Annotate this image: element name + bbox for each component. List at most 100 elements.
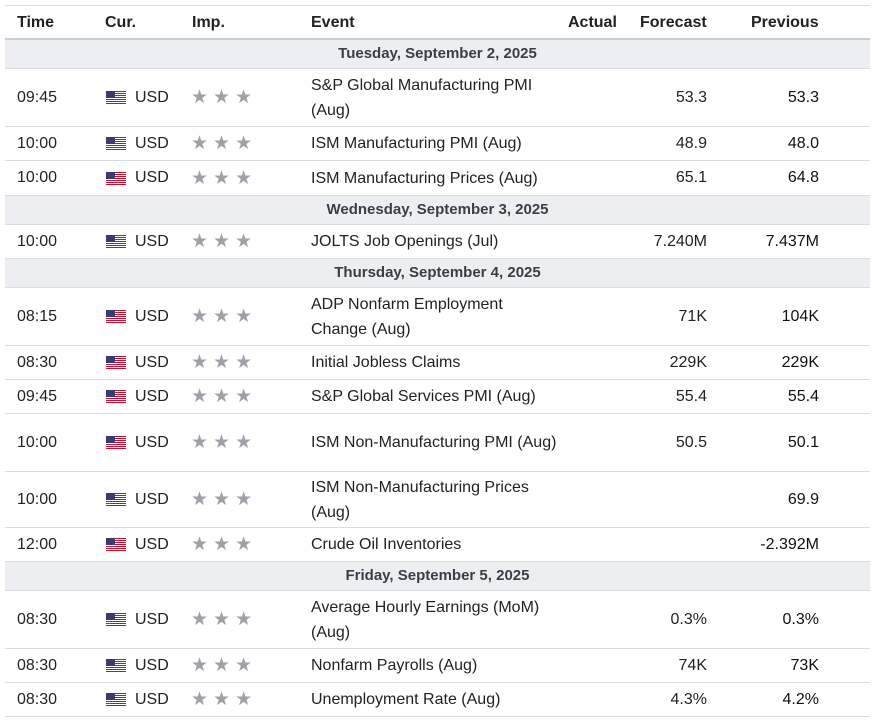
table-row[interactable]: 08:30 USD ★ ★ ★ Initial Jobless Claims 229K 229… (5, 346, 870, 380)
header-importance[interactable]: Imp. (192, 14, 225, 31)
event-name[interactable]: Nonfarm Payrolls (Aug) (311, 657, 478, 674)
event-forecast: 4.3% (670, 690, 707, 708)
star-icon: ★ (213, 352, 231, 373)
event-time: 08:30 (17, 656, 58, 674)
event-name[interactable]: S&P Global Services PMI (Aug) (311, 388, 536, 405)
event-forecast: 74K (678, 656, 707, 674)
table-row[interactable]: 09:45 USD ★ ★ ★ S&P Global Manufacturing PMI … (5, 69, 870, 127)
header-previous[interactable]: Previous (751, 14, 819, 31)
star-icon: ★ (235, 534, 253, 555)
event-previous: 0.3% (782, 610, 819, 628)
star-icon: ★ (235, 386, 253, 407)
importance-stars: ★ ★ ★ (191, 161, 252, 195)
table-header: Time Cur. Imp. Event Actual Forecast Pre… (5, 5, 870, 40)
event-previous: 48.0 (787, 134, 819, 152)
star-icon: ★ (213, 133, 231, 154)
event-name[interactable]: ISM Manufacturing PMI (Aug) (311, 135, 522, 152)
event-currency: USD (135, 656, 169, 674)
event-currency: USD (135, 690, 169, 708)
event-previous: 69.9 (787, 490, 819, 508)
header-time[interactable]: Time (17, 14, 55, 31)
event-currency: USD (135, 433, 169, 451)
star-icon: ★ (213, 87, 231, 108)
star-icon: ★ (213, 609, 231, 630)
event-name[interactable]: JOLTS Job Openings (Jul) (311, 233, 499, 250)
us-flag-icon (106, 127, 126, 160)
event-previous: -2.392M (760, 535, 819, 553)
star-icon: ★ (213, 231, 231, 252)
importance-stars: ★ ★ ★ (191, 288, 252, 345)
day-header: Wednesday, September 3, 2025 (5, 196, 870, 225)
table-row[interactable]: 10:00 USD ★ ★ ★ ISM Manufacturing Prices (Aug… (5, 161, 870, 196)
table-row[interactable]: 10:00 USD ★ ★ ★ JOLTS Job Openings (Jul) 7.240… (5, 225, 870, 259)
us-flag-icon (106, 414, 126, 471)
event-currency: USD (135, 134, 169, 152)
event-name[interactable]: S&P Global Manufacturing PMI (Aug) (311, 76, 533, 119)
event-name[interactable]: ISM Non-Manufacturing Prices (Aug) (311, 478, 529, 521)
us-flag-icon (106, 69, 126, 126)
star-icon: ★ (213, 306, 231, 327)
event-previous: 7.437M (765, 232, 819, 250)
event-name[interactable]: ISM Non-Manufacturing PMI (Aug) (311, 434, 557, 451)
table-row[interactable]: 10:00 USD ★ ★ ★ ISM Non-Manufacturing PMI (Au… (5, 414, 870, 472)
table-row[interactable]: 12:00 USD ★ ★ ★ Crude Oil Inventories -2.392M (5, 528, 870, 562)
event-name[interactable]: ADP Nonfarm Employment Change (Aug) (311, 295, 503, 338)
header-currency[interactable]: Cur. (105, 14, 137, 31)
event-time: 10:00 (17, 169, 58, 186)
us-flag-icon (106, 649, 126, 682)
event-name[interactable]: Initial Jobless Claims (311, 354, 461, 371)
star-icon: ★ (191, 655, 209, 676)
event-forecast: 0.3% (670, 610, 707, 628)
importance-stars: ★ ★ ★ (191, 127, 252, 160)
importance-stars: ★ ★ ★ (191, 225, 252, 258)
event-forecast: 65.1 (675, 169, 707, 186)
star-icon: ★ (235, 306, 253, 327)
event-forecast: 229K (669, 353, 707, 371)
event-name[interactable]: Unemployment Rate (Aug) (311, 691, 501, 708)
star-icon: ★ (191, 231, 209, 252)
us-flag-icon (106, 346, 126, 379)
star-icon: ★ (191, 133, 209, 154)
importance-stars: ★ ★ ★ (191, 346, 252, 379)
importance-stars: ★ ★ ★ (191, 380, 252, 413)
event-forecast: 55.4 (675, 387, 707, 405)
event-currency: USD (135, 88, 169, 106)
star-icon: ★ (235, 352, 253, 373)
day-header: Tuesday, September 2, 2025 (5, 40, 870, 69)
event-name[interactable]: Average Hourly Earnings (MoM) (Aug) (311, 598, 540, 641)
star-icon: ★ (235, 609, 253, 630)
event-name[interactable]: ISM Manufacturing Prices (Aug) (311, 169, 538, 187)
importance-stars: ★ ★ ★ (191, 528, 252, 561)
star-icon: ★ (235, 655, 253, 676)
event-previous: 229K (781, 353, 819, 371)
event-currency: USD (135, 307, 169, 325)
importance-stars: ★ ★ ★ (191, 591, 252, 648)
us-flag-icon (106, 161, 126, 195)
event-time: 09:45 (17, 88, 58, 106)
event-name[interactable]: Crude Oil Inventories (311, 536, 462, 553)
star-icon: ★ (213, 689, 231, 710)
table-row[interactable]: 08:30 USD ★ ★ ★ Unemployment Rate (Aug) 4.3% 4.… (5, 683, 870, 717)
event-time: 10:00 (17, 232, 58, 250)
header-event[interactable]: Event (311, 14, 355, 31)
us-flag-icon (106, 591, 126, 648)
event-currency: USD (135, 490, 169, 508)
star-icon: ★ (191, 689, 209, 710)
header-forecast[interactable]: Forecast (640, 14, 707, 31)
table-row[interactable]: 08:15 USD ★ ★ ★ ADP Nonfarm Employment Change… (5, 288, 870, 346)
star-icon: ★ (213, 534, 231, 555)
event-time: 08:30 (17, 353, 58, 371)
table-row[interactable]: 08:30 USD ★ ★ ★ Average Hourly Earnings (MoM)… (5, 591, 870, 649)
header-actual[interactable]: Actual (568, 14, 617, 31)
table-row[interactable]: 10:00 USD ★ ★ ★ ISM Manufacturing PMI (Aug) 48… (5, 127, 870, 161)
importance-stars: ★ ★ ★ (191, 472, 252, 527)
star-icon: ★ (191, 352, 209, 373)
star-icon: ★ (191, 489, 209, 510)
table-row[interactable]: 09:45 USD ★ ★ ★ S&P Global Services PMI (Aug)… (5, 380, 870, 414)
table-row[interactable]: 10:00 USD ★ ★ ★ ISM Non-Manufacturing Prices … (5, 472, 870, 528)
star-icon: ★ (191, 432, 209, 453)
event-currency: USD (135, 535, 169, 553)
event-forecast: 48.9 (675, 134, 707, 152)
table-row[interactable]: 08:30 USD ★ ★ ★ Nonfarm Payrolls (Aug) 74K 73K (5, 649, 870, 683)
event-previous: 73K (790, 656, 819, 674)
